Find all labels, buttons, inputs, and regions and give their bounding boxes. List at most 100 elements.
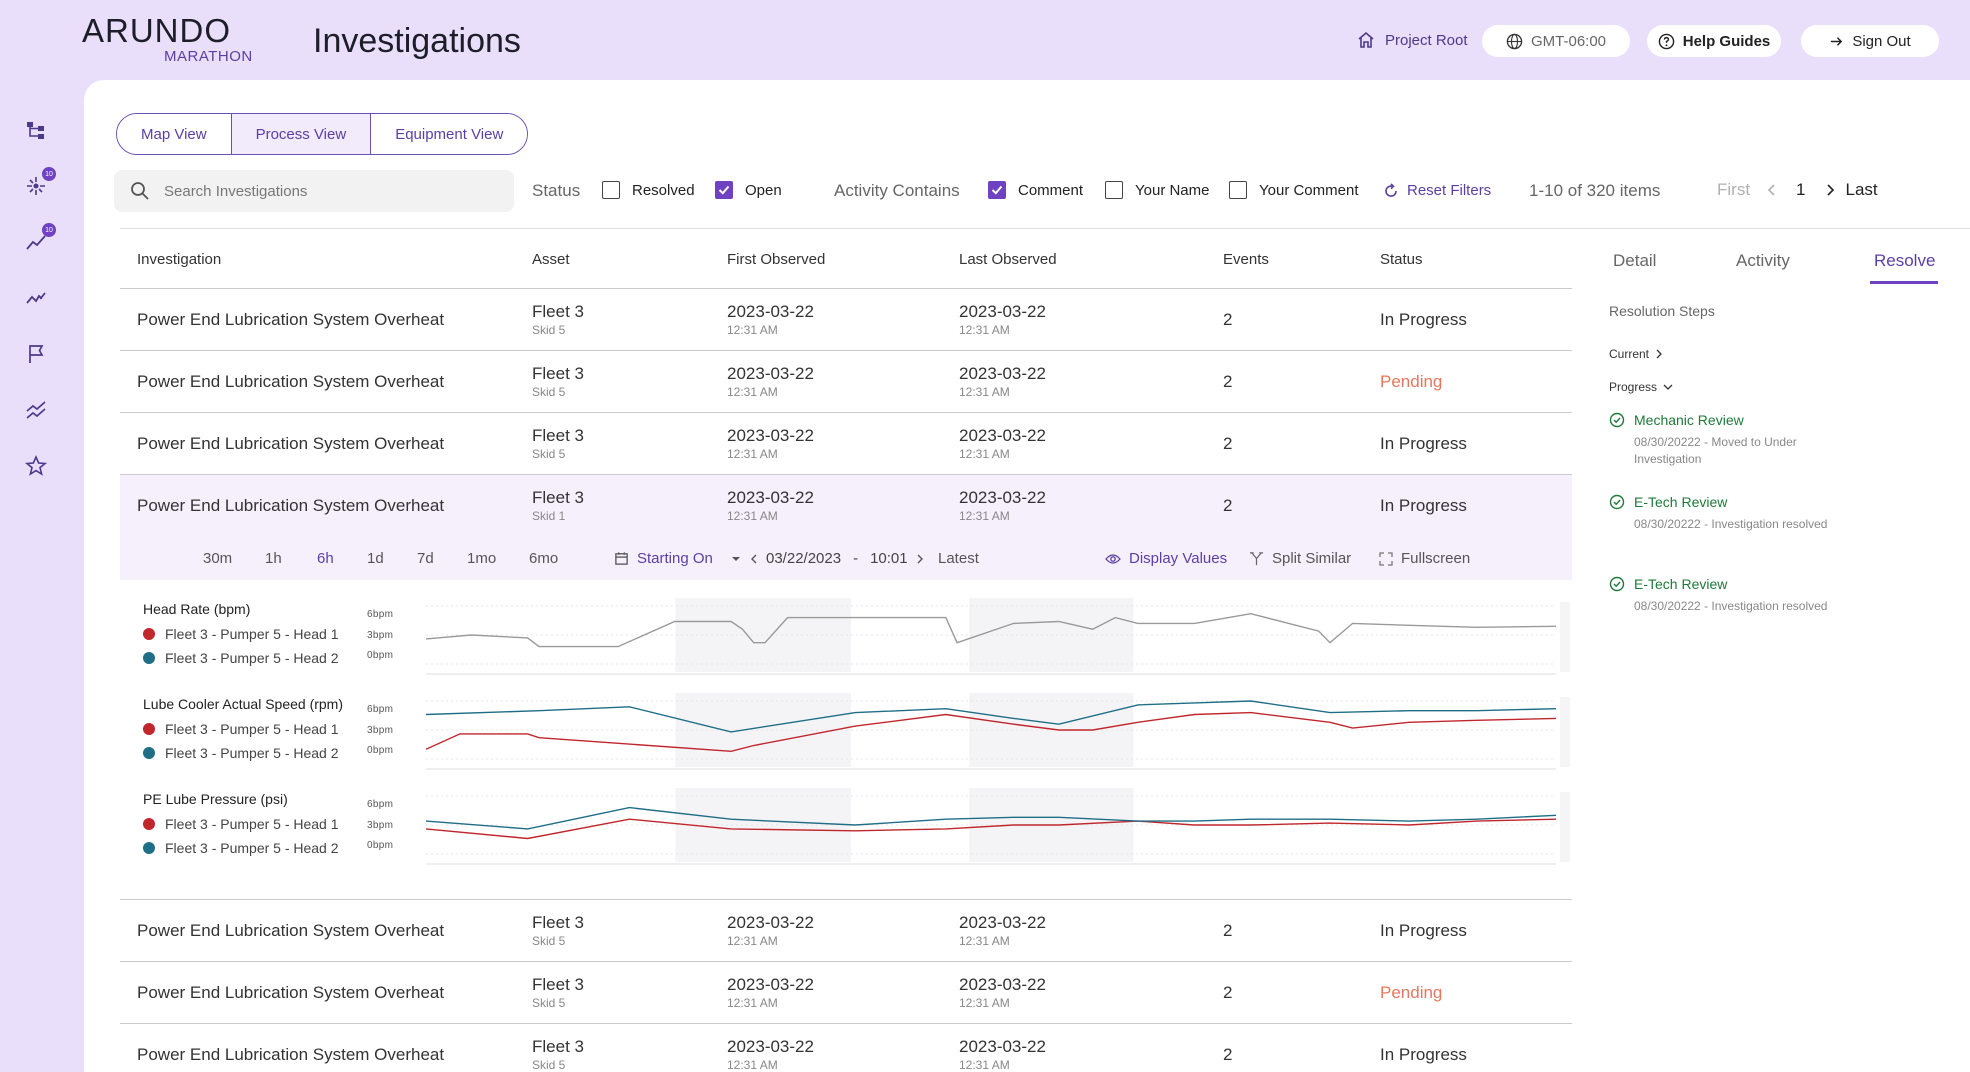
checkbox-unchecked[interactable] [602,181,620,199]
legend-item[interactable]: Fleet 3 - Pumper 5 - Head 2 [143,840,339,856]
resolution-step[interactable]: E-Tech Review 08/30/20222 - Investigatio… [1609,494,1849,533]
chart-head-rate[interactable] [406,598,1572,688]
tab-map-view[interactable]: Map View [117,114,232,154]
step-title: Mechanic Review [1634,412,1744,428]
nav-hierarchy[interactable] [22,116,50,144]
range-6mo[interactable]: 6mo [529,550,559,567]
chart-pe-lube-pressure[interactable] [406,788,1572,878]
globe-icon [1506,33,1523,49]
table-row[interactable]: Power End Lubrication System Overheat Fl… [120,900,1572,962]
legend-item[interactable]: Fleet 3 - Pumper 5 - Head 1 [143,816,339,832]
table-row[interactable]: Power End Lubrication System Overheat Fl… [120,351,1572,413]
date-separator: - [853,550,859,567]
range-7d[interactable]: 7d [417,550,434,567]
range-6h[interactable]: 6h [317,550,334,567]
hierarchy-icon [27,122,44,139]
legend-label: Fleet 3 - Pumper 5 - Head 2 [165,840,339,856]
last-observed-time: 12:31 AM [959,996,1010,1010]
resolved-checkbox[interactable]: Resolved [602,181,695,199]
resolved-label: Resolved [632,181,695,199]
comment-checkbox[interactable]: Comment [988,181,1083,199]
nav-activity[interactable] [22,284,50,312]
status-text: In Progress [1380,1045,1467,1064]
range-1d[interactable]: 1d [367,550,384,567]
resolution-step[interactable]: E-Tech Review 08/30/20222 - Investigatio… [1609,576,1849,615]
last-observed-date: 2023-03-22 [959,913,1046,932]
current-page[interactable]: 1 [1796,180,1806,199]
table-row-selected[interactable]: Power End Lubrication System Overheat Fl… [120,475,1572,537]
asset-fleet: Fleet 3 [532,1037,584,1056]
date-picker[interactable]: 03/22/2023 - 10:01 [750,550,924,567]
chevron-left-icon[interactable] [750,553,758,565]
step-title: E-Tech Review [1634,576,1728,592]
last-page-button[interactable]: Last [1845,180,1878,199]
range-1h[interactable]: 1h [265,550,282,567]
nav-flag[interactable] [22,340,50,368]
display-values-label: Display Values [1129,550,1228,567]
nav-chart-lines[interactable] [22,396,50,424]
current-toggle[interactable]: Current [1609,347,1663,361]
range-1mo[interactable]: 1mo [467,550,497,567]
tab-process-view[interactable]: Process View [231,114,372,154]
chart-title: Lube Cooler Actual Speed (rpm) [143,696,343,712]
legend-item[interactable]: Fleet 3 - Pumper 5 - Head 2 [143,745,339,761]
tab-detail[interactable]: Detail [1613,251,1657,270]
tab-resolve[interactable]: Resolve [1874,251,1936,270]
table-row[interactable]: Power End Lubrication System Overheat Fl… [120,413,1572,475]
resolution-step[interactable]: Mechanic Review 08/30/20222 - Moved to U… [1609,412,1849,468]
range-30m[interactable]: 30m [203,550,233,567]
column-header-first-observed[interactable]: First Observed [727,251,826,268]
your-comment-checkbox[interactable]: Your Comment [1229,181,1359,199]
chevron-right-icon[interactable] [916,553,924,565]
progress-toggle[interactable]: Progress [1609,380,1673,394]
column-header-events[interactable]: Events [1223,251,1269,268]
column-header-asset[interactable]: Asset [532,251,570,268]
tab-equipment-view[interactable]: Equipment View [371,114,528,154]
checkbox-unchecked[interactable] [1229,181,1247,199]
search-input[interactable] [164,182,484,200]
table-row[interactable]: Power End Lubrication System Overheat Fl… [120,1024,1572,1072]
checkbox-checked[interactable] [988,181,1006,199]
first-page-button[interactable]: First [1717,180,1751,199]
column-header-investigation[interactable]: Investigation [137,251,222,268]
sign-out-button[interactable]: Sign Out [1801,25,1939,57]
legend-item[interactable]: Fleet 3 - Pumper 5 - Head 1 [143,721,339,737]
search-icon [131,182,149,200]
column-header-last-observed[interactable]: Last Observed [959,251,1057,268]
legend-item[interactable]: Fleet 3 - Pumper 5 - Head 2 [143,650,339,666]
table-row[interactable]: Power End Lubrication System Overheat Fl… [120,962,1572,1024]
column-header-status[interactable]: Status [1380,251,1423,268]
table-row[interactable]: Power End Lubrication System Overheat Fl… [120,289,1572,351]
project-root-link[interactable]: Project Root [1356,30,1468,50]
legend-item[interactable]: Fleet 3 - Pumper 5 - Head 1 [143,626,339,642]
brand-logo[interactable]: ARUNDO MARATHON [82,14,252,66]
chart-lube-cooler-speed[interactable] [406,693,1572,783]
chevron-left-icon[interactable] [1766,183,1778,197]
checkbox-unchecked[interactable] [1105,181,1123,199]
your-name-checkbox[interactable]: Your Name [1105,181,1210,199]
starting-on-dropdown[interactable]: Starting On [614,550,741,567]
checkbox-checked[interactable] [715,181,733,199]
investigation-name: Power End Lubrication System Overheat [137,983,445,1002]
last-observed-cell: 2023-03-22 12:31 AM [959,1037,1046,1072]
latest-button[interactable]: Latest [938,550,979,567]
reset-filters-button[interactable]: Reset Filters [1383,182,1491,199]
status-text: Pending [1380,983,1443,1002]
nav-sparkle[interactable]: 10 [22,167,56,200]
chevron-right-icon[interactable] [1824,183,1836,197]
tab-activity[interactable]: Activity [1736,251,1790,270]
nav-star[interactable] [22,452,50,480]
events-count: 2 [1223,310,1233,329]
open-checkbox[interactable]: Open [715,181,782,199]
first-observed-cell: 2023-03-22 12:31 AM [727,913,814,949]
help-guides-label: Help Guides [1682,32,1771,50]
eye-icon [1105,553,1121,564]
last-observed-time: 12:31 AM [959,934,1010,948]
nav-trend[interactable]: 10 [22,223,56,256]
activity-filter-label: Activity Contains [834,181,960,200]
fullscreen-button[interactable]: Fullscreen [1379,550,1470,567]
timezone-button[interactable]: GMT-06:00 [1482,25,1630,57]
help-guides-button[interactable]: Help Guides [1647,25,1781,57]
display-values-button[interactable]: Display Values [1105,550,1227,567]
split-similar-button[interactable]: Split Similar [1249,550,1351,567]
